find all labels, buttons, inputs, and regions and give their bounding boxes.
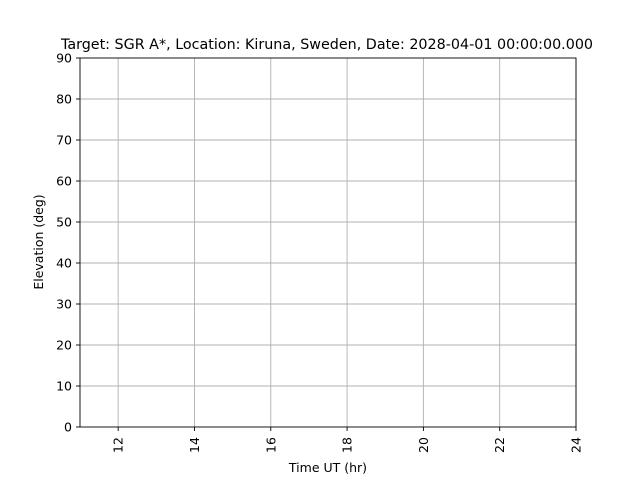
x-tick-label: 12	[111, 437, 126, 453]
x-tick-label: 20	[416, 437, 431, 453]
y-tick-label: 20	[56, 338, 72, 353]
y-tick-label: 70	[56, 133, 72, 148]
x-tick-label: 24	[569, 437, 584, 453]
grid-lines	[80, 58, 577, 427]
y-tick-label: 90	[56, 51, 72, 66]
y-tick-label: 30	[56, 297, 72, 312]
y-tick-label: 80	[56, 92, 72, 107]
plot-frame	[79, 57, 577, 428]
x-tick-label: 18	[340, 437, 355, 453]
y-axis-ticks: 0 10 20 30 40 50 60 70 80 90	[56, 51, 80, 435]
chart-title: Target: SGR A*, Location: Kiruna, Sweden…	[60, 37, 593, 53]
y-tick-label: 10	[56, 379, 72, 394]
y-tick-label: 40	[56, 256, 72, 271]
y-tick-label: 50	[56, 215, 72, 230]
y-tick-label: 0	[64, 420, 72, 435]
x-axis-ticks: 12 14 16 18 20 22 24	[111, 427, 584, 453]
x-tick-label: 14	[187, 437, 202, 453]
x-axis-label: Time UT (hr)	[288, 460, 367, 475]
x-tick-label: 22	[492, 437, 507, 453]
y-tick-label: 60	[56, 174, 72, 189]
y-axis-label: Elevation (deg)	[31, 194, 46, 289]
x-tick-label: 16	[263, 437, 278, 453]
